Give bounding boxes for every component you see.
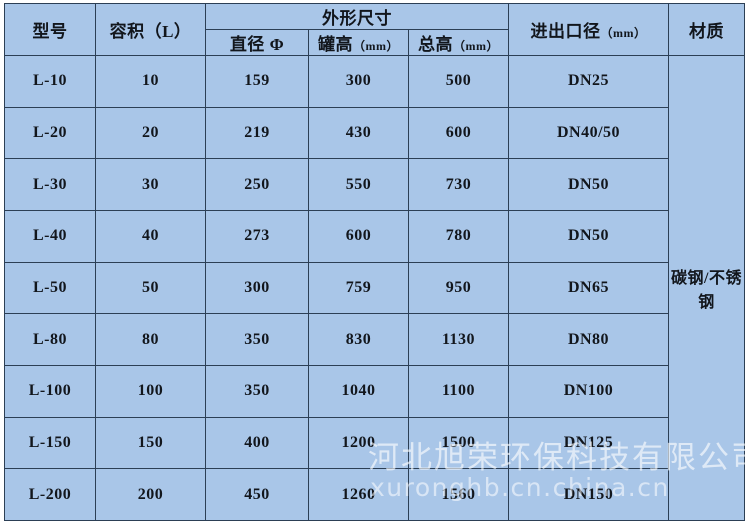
header-tank-height-text: 罐高 xyxy=(318,35,353,54)
table-row: L-200 200 450 1260 1560 DN150 xyxy=(4,468,745,521)
table-row: L-100 100 350 1040 1100 DN100 xyxy=(4,364,745,418)
cell-total-height: 1100 xyxy=(408,364,509,418)
table-row: L-150 150 400 1200 1500 DN125 xyxy=(4,416,745,470)
header-volume: 容积（L） xyxy=(95,3,206,56)
cell-diameter: 159 xyxy=(205,55,309,108)
header-tank-height: 罐高（mm） xyxy=(308,29,409,56)
cell-port-diameter: DN125 xyxy=(508,416,669,470)
cell-volume: 100 xyxy=(95,364,206,418)
header-diameter: 直径 Φ xyxy=(205,29,309,56)
cell-total-height: 1560 xyxy=(408,468,509,521)
table-row: L-10 10 159 300 500 DN25 碳钢/不锈钢 xyxy=(4,55,745,521)
cell-model: L-200 xyxy=(4,468,96,521)
cell-tank-height: 600 xyxy=(308,209,409,263)
cell-volume: 30 xyxy=(95,158,206,211)
cell-tank-height: 550 xyxy=(308,158,409,211)
cell-tank-height: 1200 xyxy=(308,416,409,470)
header-total-height: 总高（mm） xyxy=(408,29,509,56)
header-row-top: 型号 容积（L） 外形尺寸 进出口径（mm） 材质 xyxy=(4,3,745,56)
cell-port-diameter: DN50 xyxy=(508,158,669,211)
header-diameter-text: 直径 xyxy=(229,35,265,54)
cell-material: 碳钢/不锈钢 xyxy=(668,55,745,521)
cell-model: L-40 xyxy=(4,209,96,263)
table-row: L-30 30 250 550 730 DN50 xyxy=(4,158,745,211)
cell-diameter: 273 xyxy=(205,209,309,263)
cell-total-height: 730 xyxy=(408,158,509,211)
cell-diameter: 219 xyxy=(205,106,309,160)
cell-port-diameter: DN50 xyxy=(508,209,669,263)
specification-table: 型号 容积（L） 外形尺寸 进出口径（mm） 材质 直径 Φ 罐高（mm） 总高… xyxy=(4,3,745,521)
cell-port-diameter: DN65 xyxy=(508,261,669,315)
header-port-diameter-text: 进出口径 xyxy=(530,22,601,41)
cell-tank-height: 300 xyxy=(308,55,409,108)
cell-model: L-150 xyxy=(4,416,96,470)
table-header: 型号 容积（L） 外形尺寸 进出口径（mm） 材质 直径 Φ 罐高（mm） 总高… xyxy=(4,3,745,56)
cell-total-height: 1500 xyxy=(408,416,509,470)
header-model: 型号 xyxy=(4,3,96,56)
cell-port-diameter: DN150 xyxy=(508,468,669,521)
header-row-sub: 直径 Φ 罐高（mm） 总高（mm） xyxy=(5,29,745,56)
cell-tank-height: 830 xyxy=(308,313,409,366)
cell-diameter: 350 xyxy=(205,313,309,366)
header-port-diameter-unit: （mm） xyxy=(600,26,647,40)
header-port-diameter: 进出口径（mm） xyxy=(508,3,669,56)
cell-model: L-10 xyxy=(4,55,96,108)
cell-total-height: 600 xyxy=(408,106,509,160)
cell-total-height: 780 xyxy=(408,209,509,263)
cell-model: L-80 xyxy=(4,313,96,366)
table-row: L-80 80 350 830 1130 DN80 xyxy=(4,313,745,366)
cell-port-diameter: DN100 xyxy=(508,364,669,418)
cell-tank-height: 759 xyxy=(308,261,409,315)
cell-port-diameter: DN80 xyxy=(508,313,669,366)
cell-diameter: 250 xyxy=(205,158,309,211)
cell-volume: 40 xyxy=(95,209,206,263)
cell-volume: 150 xyxy=(95,416,206,470)
cell-tank-height: 1040 xyxy=(308,364,409,418)
cell-port-diameter: DN25 xyxy=(508,55,669,108)
table-body: L-10 10 159 300 500 DN25 碳钢/不锈钢 L-20 20 219 430 600… xyxy=(4,55,745,521)
cell-total-height: 500 xyxy=(408,55,509,108)
cell-tank-height: 1260 xyxy=(308,468,409,521)
cell-volume: 80 xyxy=(95,313,206,366)
cell-volume: 10 xyxy=(95,55,206,108)
table-row: L-20 20 219 430 600 DN40/50 xyxy=(4,106,745,160)
cell-model: L-50 xyxy=(4,261,96,315)
cell-diameter: 350 xyxy=(205,364,309,418)
header-dimensions-group: 外形尺寸 xyxy=(205,3,509,30)
table-row: L-40 40 273 600 780 DN50 xyxy=(4,209,745,263)
cell-volume: 20 xyxy=(95,106,206,160)
cell-model: L-30 xyxy=(4,158,96,211)
header-tank-height-unit: （mm） xyxy=(353,39,399,53)
cell-diameter: 450 xyxy=(205,468,309,521)
cell-model: L-20 xyxy=(4,106,96,160)
cell-model: L-100 xyxy=(4,364,96,418)
header-total-height-text: 总高 xyxy=(418,35,453,54)
cell-diameter: 400 xyxy=(205,416,309,470)
header-total-height-unit: （mm） xyxy=(453,39,499,53)
cell-volume: 200 xyxy=(95,468,206,521)
cell-total-height: 1130 xyxy=(408,313,509,366)
cell-diameter: 300 xyxy=(205,261,309,315)
spec-table-container: 型号 容积（L） 外形尺寸 进出口径（mm） 材质 直径 Φ 罐高（mm） 总高… xyxy=(4,3,745,521)
cell-volume: 50 xyxy=(95,261,206,315)
cell-port-diameter: DN40/50 xyxy=(508,106,669,160)
header-material: 材质 xyxy=(668,3,745,56)
cell-total-height: 950 xyxy=(408,261,509,315)
table-row: L-50 50 300 759 950 DN65 xyxy=(4,261,745,315)
header-diameter-symbol: Φ xyxy=(269,35,285,54)
cell-tank-height: 430 xyxy=(308,106,409,160)
